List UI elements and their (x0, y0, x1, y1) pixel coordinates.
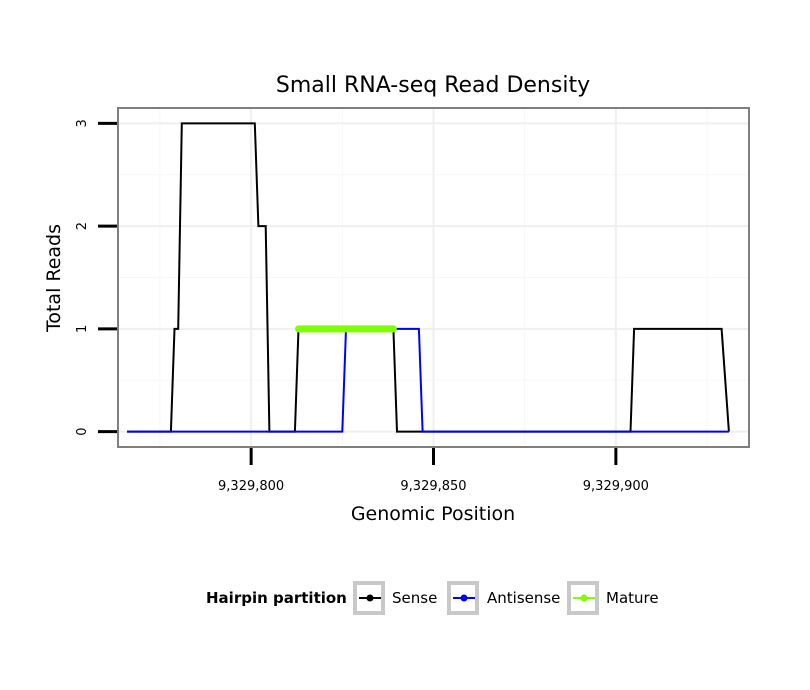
x-tick-label: 9,329,900 (583, 479, 649, 494)
legend-label-antisense: Antisense (487, 589, 560, 607)
legend-key-point-antisense (460, 594, 468, 602)
y-tick-label: 3 (75, 119, 90, 127)
legend-key-point-sense (366, 594, 374, 602)
x-axis-title: Genomic Position (351, 503, 515, 525)
y-tick-label: 1 (75, 325, 90, 333)
legend-label-mature: Mature (606, 589, 659, 607)
legend: Hairpin partition Sense Antisense Mature (206, 581, 659, 615)
plot-panel-border (117, 107, 750, 448)
legend-key-antisense (447, 581, 479, 615)
x-tick-label: 9,329,800 (218, 479, 284, 494)
y-tick-label: 0 (75, 427, 90, 435)
y-axis-title: Total Reads (43, 224, 65, 333)
y-tick-label: 2 (75, 222, 90, 230)
x-axis: 9,329,800 9,329,850 9,329,900 (218, 448, 649, 494)
chart-title: Small RNA-seq Read Density (276, 73, 590, 98)
series-line-antisense (127, 327, 729, 433)
legend-item-mature: Mature (567, 581, 659, 615)
series-layer (127, 122, 730, 433)
legend-title: Hairpin partition (206, 589, 347, 607)
y-axis: 0 1 2 3 (75, 119, 117, 436)
legend-key-point-mature (580, 594, 588, 602)
x-tick-label: 9,329,850 (400, 479, 466, 494)
legend-item-sense: Sense (353, 581, 437, 615)
legend-item-antisense: Antisense (447, 581, 560, 615)
legend-label-sense: Sense (392, 589, 437, 607)
